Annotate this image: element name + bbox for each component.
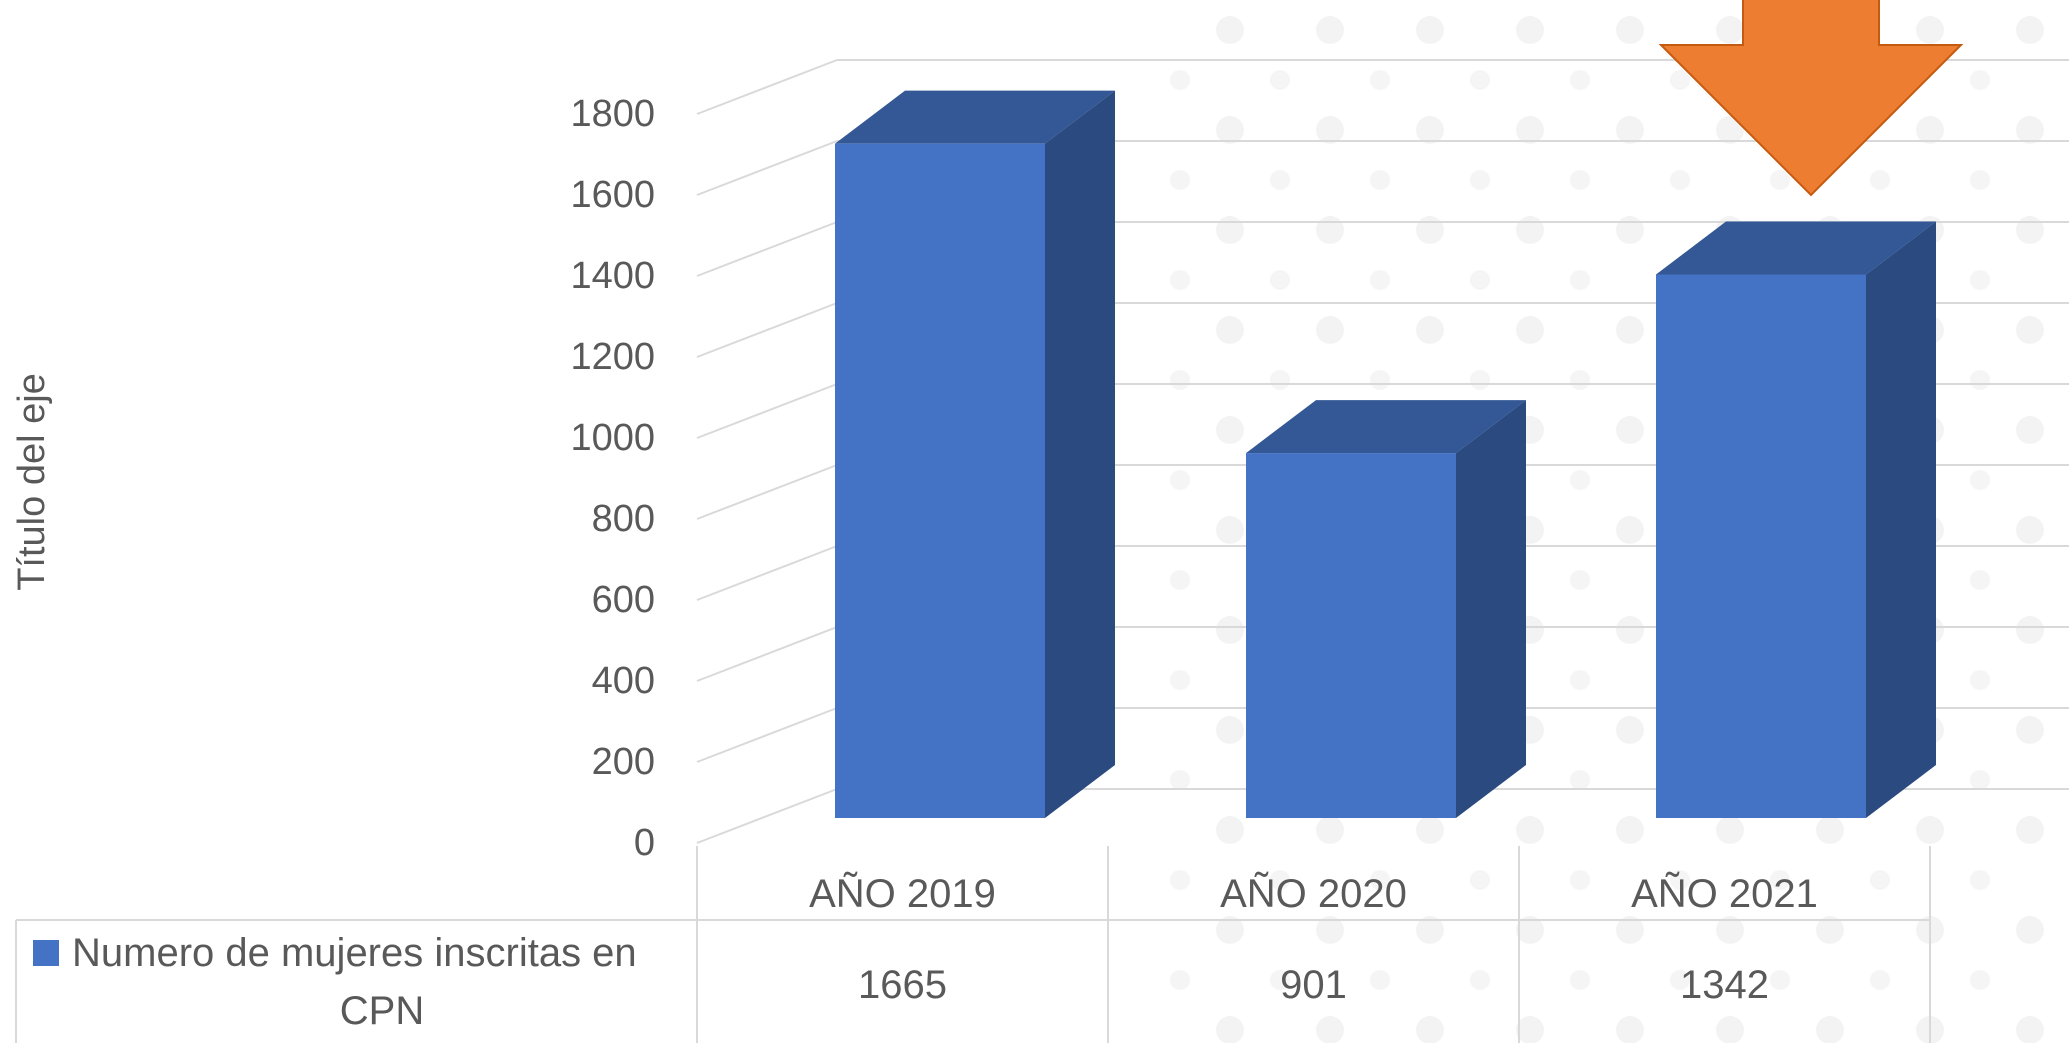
gridline-side xyxy=(696,788,838,844)
legend-label: CPN xyxy=(340,989,424,1033)
bar xyxy=(1246,453,1456,818)
gridline-side xyxy=(696,383,838,439)
bar xyxy=(835,143,1045,819)
bar-side-face xyxy=(1866,221,1936,819)
table-value: 1342 xyxy=(1680,963,1769,1007)
y-tick-label: 1400 xyxy=(570,255,655,297)
y-axis-title: Título del eje xyxy=(11,373,53,591)
bar-side-face xyxy=(1456,400,1526,818)
bar xyxy=(1656,274,1866,818)
table-value: 901 xyxy=(1280,963,1347,1007)
x-category-label: AÑO 2020 xyxy=(1220,871,1407,916)
table-value: 1665 xyxy=(858,963,947,1007)
y-tick-label: 1000 xyxy=(570,417,655,459)
legend-swatch xyxy=(33,940,59,966)
bar-side-face xyxy=(1045,90,1115,819)
gridline-side xyxy=(696,707,838,763)
gridline-side xyxy=(696,302,838,358)
annotation-layer xyxy=(1658,0,1964,197)
y-tick-label: 1200 xyxy=(570,336,655,378)
gridline-side xyxy=(696,140,838,196)
gridline-side xyxy=(696,545,838,601)
x-category-label: AÑO 2019 xyxy=(809,871,996,916)
gridline-side xyxy=(696,464,838,520)
data-table: AÑO 2019 1665 AÑO 2020 901 AÑO 2021 1342 Numer… xyxy=(15,846,1931,1043)
y-tick-label: 200 xyxy=(592,741,655,783)
y-axis-ticks: 0 200 400 600 800 1000 1200 1400 1600 1800 xyxy=(570,93,655,864)
x-category-label: AÑO 2021 xyxy=(1631,871,1818,916)
gridline-side xyxy=(696,59,838,115)
y-tick-label: 800 xyxy=(592,498,655,540)
bars xyxy=(835,90,1936,819)
gridline-side xyxy=(696,626,838,682)
bar-top-face xyxy=(1656,221,1936,275)
legend-label: Numero de mujeres inscritas en xyxy=(72,931,637,975)
y-tick-label: 0 xyxy=(634,822,655,864)
gridline-side xyxy=(696,221,838,277)
down-arrow-annotation xyxy=(1658,0,1964,197)
y-tick-label: 400 xyxy=(592,660,655,702)
y-tick-label: 1800 xyxy=(570,93,655,135)
y-tick-label: 600 xyxy=(592,579,655,621)
bar-top-face xyxy=(835,90,1115,144)
bar-top-face xyxy=(1246,400,1526,454)
y-tick-label: 1600 xyxy=(570,174,655,216)
